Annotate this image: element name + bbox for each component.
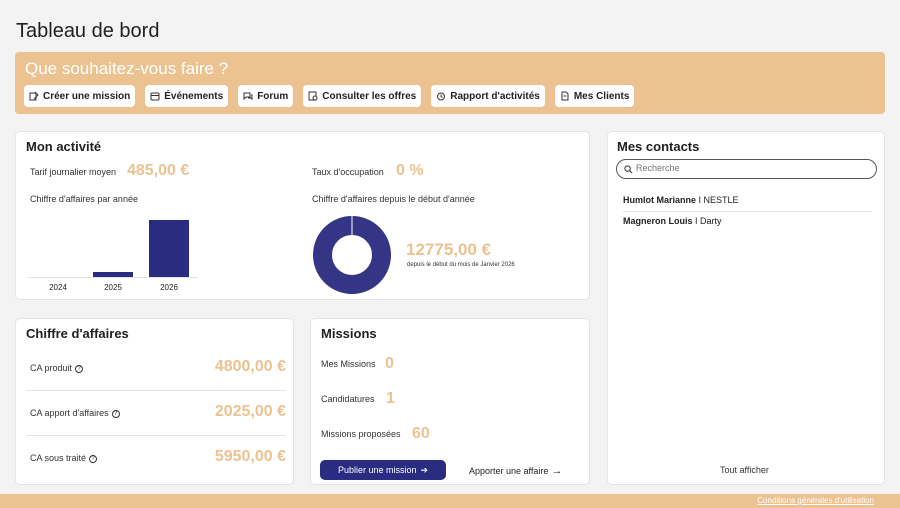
ca-row: CA sous traité? 5950,00 € [26, 437, 286, 481]
my-clients-label: Mes Clients [573, 90, 630, 102]
missions-title: Missions [321, 326, 377, 341]
ca-ytd-label: Chiffre d'affaires depuis le début d'ann… [312, 194, 475, 204]
activity-report-label: Rapport d'activités [450, 90, 540, 102]
x-tick-2024: 2024 [49, 283, 67, 292]
alarm-clock-icon [437, 92, 446, 101]
my-missions-label: Mes Missions [321, 359, 376, 369]
x-tick-2026: 2026 [160, 283, 178, 292]
bring-business-button[interactable]: Apporter une affaire → [469, 465, 562, 477]
offers-icon [308, 91, 318, 101]
occupation-value: 0 % [396, 162, 424, 179]
ca-row: CA apport d'affaires? 2025,00 € [26, 392, 286, 436]
chat-icon [243, 92, 253, 101]
page-title: Tableau de bord [16, 20, 160, 42]
ca-ytd-value: 12775,00 € [406, 240, 492, 259]
ca-sous-traite-label: CA sous traité? [30, 453, 98, 463]
contacts-card: Mes contacts Humlot Marianne I NESTLE Ma… [607, 131, 885, 485]
contact-item[interactable]: Magneron Louis I Darty [623, 216, 722, 226]
publish-mission-button[interactable]: Publier une mission ➔ [320, 460, 446, 480]
ca-sous-traite-value: 5950,00 € [214, 448, 286, 465]
applications-label: Candidatures [321, 394, 375, 404]
applications-value: 1 [386, 390, 395, 407]
mission-icon [29, 91, 39, 101]
ca-ytd-subtitle: depuis le début du mois de Janvier 2026 [407, 262, 515, 268]
ca-year-label: Chiffre d'affaires par année [30, 194, 138, 204]
terms-link[interactable]: Conditions générales d'utilisation [757, 496, 874, 505]
arrow-right-icon: ➔ [420, 464, 429, 475]
quick-actions: Créer une mission Événements Forum Consu… [24, 85, 635, 107]
contacts-title: Mes contacts [617, 139, 700, 154]
ca-produit-label: CA produit? [30, 363, 84, 373]
calendar-icon [150, 92, 160, 101]
chart-baseline [28, 277, 198, 278]
help-icon[interactable]: ? [89, 455, 98, 463]
activity-card: Mon activité Tarif journalier moyen 485,… [15, 131, 590, 300]
ca-produit-value: 4800,00 € [214, 358, 286, 375]
forum-button[interactable]: Forum [238, 85, 294, 107]
forum-label: Forum [257, 90, 289, 102]
search-icon [624, 165, 633, 174]
document-icon [561, 91, 569, 101]
create-mission-label: Créer une mission [43, 90, 131, 102]
help-icon[interactable]: ? [75, 365, 84, 373]
contact-company: NESTLE [703, 195, 739, 205]
ca-apport-label: CA apport d'affaires? [30, 408, 120, 418]
bar-2025 [93, 272, 133, 277]
proposed-missions-label: Missions proposées [321, 429, 401, 439]
quick-actions-banner: Que souhaitez-vous faire ? Créer une mis… [15, 52, 885, 114]
ca-ytd-donut-chart [313, 215, 391, 294]
contact-company: Darty [700, 216, 722, 226]
ca-apport-value: 2025,00 € [214, 403, 286, 420]
offers-button[interactable]: Consulter les offres [303, 85, 422, 107]
offers-label: Consulter les offres [322, 90, 417, 102]
help-icon[interactable]: ? [111, 410, 120, 418]
contact-item[interactable]: Humlot Marianne I NESTLE [623, 195, 872, 212]
occupation-label: Taux d'occupation [312, 167, 384, 177]
bring-business-label: Apporter une affaire [469, 466, 549, 476]
events-label: Événements [164, 90, 224, 102]
create-mission-button[interactable]: Créer une mission [24, 85, 136, 107]
ca-card: Chiffre d'affaires CA produit? 4800,00 €… [15, 318, 294, 485]
x-tick-2025: 2025 [104, 283, 122, 292]
missions-card: Missions Mes Missions 0 Candidatures 1 M… [310, 318, 590, 485]
tjm-label: Tarif journalier moyen [30, 167, 117, 177]
my-missions-value: 0 [385, 355, 394, 372]
bar-2026 [149, 220, 189, 277]
ca-row: CA produit? 4800,00 € [26, 347, 286, 391]
activity-report-button[interactable]: Rapport d'activités [431, 85, 545, 107]
contacts-search[interactable] [616, 159, 877, 179]
contact-name: Humlot Marianne [623, 195, 697, 205]
activity-title: Mon activité [26, 139, 102, 154]
proposed-missions-value: 60 [412, 425, 430, 442]
tjm-value: 485,00 € [127, 162, 190, 179]
ca-title: Chiffre d'affaires [26, 326, 129, 341]
arrow-right-icon: → [551, 465, 563, 477]
publish-mission-label: Publier une mission [337, 465, 417, 475]
show-all-link[interactable]: Tout afficher [720, 465, 769, 475]
footer: Conditions générales d'utilisation [0, 494, 900, 508]
my-clients-button[interactable]: Mes Clients [554, 85, 635, 107]
events-button[interactable]: Événements [145, 85, 229, 107]
contact-name: Magneron Louis [623, 216, 693, 226]
banner-title: Que souhaitez-vous faire ? [25, 59, 229, 78]
search-input[interactable] [636, 163, 866, 173]
